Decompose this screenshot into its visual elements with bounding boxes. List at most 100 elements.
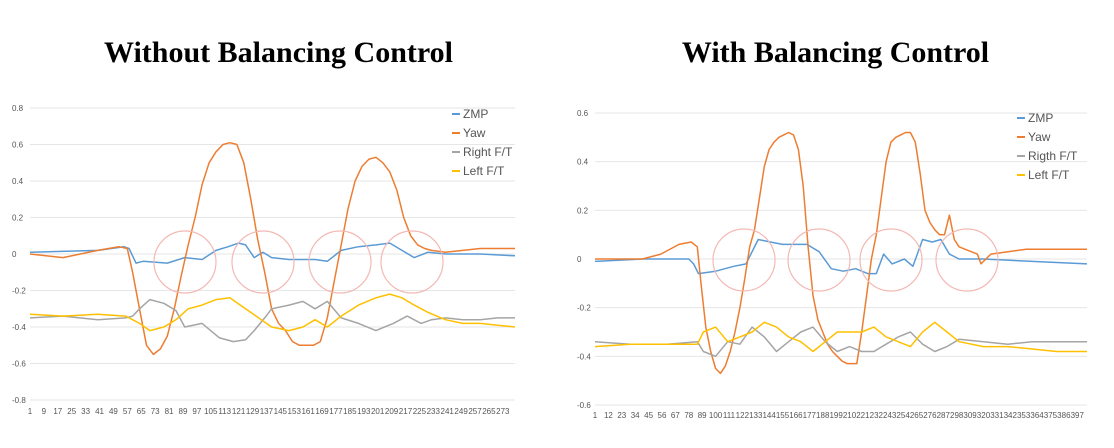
y-tick-label: -0.4 <box>577 352 591 361</box>
series-line-zmp <box>29 242 516 264</box>
x-tick-label: 1 <box>28 407 33 416</box>
x-tick-label: 67 <box>671 411 680 420</box>
highlight-circle <box>231 230 295 294</box>
y-tick-label: 0.2 <box>12 214 24 223</box>
y-tick-label: -0.8 <box>12 396 26 405</box>
x-tick-label: 257 <box>468 407 482 416</box>
chart-with-balancing: 0.60.40.20-0.2-0.4-0.61 12 23 34 45 56 67 78 89 1… <box>577 109 1088 420</box>
x-tick-label: 133 <box>749 411 763 420</box>
y-tick-label: 0.6 <box>12 141 24 150</box>
x-tick-label: 309 <box>963 411 977 420</box>
x-tick-label: 33 <box>81 407 90 416</box>
x-tick-label: 155 <box>776 411 790 420</box>
x-tick-label: 81 <box>165 407 174 416</box>
x-tick-label: 217 <box>399 407 413 416</box>
x-tick-label: 254 <box>896 411 910 420</box>
x-tick-label: 199 <box>829 411 843 420</box>
y-tick-label: 0.4 <box>577 158 589 167</box>
series-line-rigth-f-t <box>594 326 1087 358</box>
series-line-left-f-t <box>29 293 516 332</box>
x-tick-label: 97 <box>192 407 201 416</box>
x-tick-label: 89 <box>179 407 188 416</box>
x-tick-label: 161 <box>301 407 315 416</box>
x-tick-label: 243 <box>883 411 897 420</box>
x-tick-label: 17 <box>53 407 62 416</box>
x-tick-label: 276 <box>923 411 937 420</box>
x-tick-label: 25 <box>67 407 76 416</box>
legend-label: Left F/T <box>463 164 505 178</box>
y-tick-label: -0.2 <box>12 287 26 296</box>
x-tick-label: 386 <box>1057 411 1071 420</box>
highlight-circle <box>712 228 776 292</box>
legend-label: Rigth F/T <box>1028 149 1078 163</box>
x-tick-label: 166 <box>789 411 803 420</box>
x-tick-label: 320 <box>977 411 991 420</box>
x-tick-label: 177 <box>803 411 817 420</box>
x-tick-label: 241 <box>441 407 455 416</box>
chart-panel-left: Without Balancing Control 0.8 0.6 0.4 0.2 0 -… <box>12 36 516 416</box>
y-tick-label: -0.2 <box>577 304 591 313</box>
x-tick-label: 137 <box>260 407 274 416</box>
x-tick-label: 210 <box>843 411 857 420</box>
legend-label: Left F/T <box>1028 168 1070 182</box>
x-tick-label: 105 <box>204 407 218 416</box>
highlight-circle <box>153 230 217 294</box>
x-tick-label: 298 <box>950 411 964 420</box>
x-tick-label: 177 <box>329 407 343 416</box>
x-tick-label: 353 <box>1017 411 1031 420</box>
y-tick-label: 0.8 <box>12 104 24 113</box>
x-tick-label: 41 <box>95 407 104 416</box>
x-tick-label: 100 <box>709 411 723 420</box>
x-tick-label: 273 <box>496 407 510 416</box>
x-tick-label: 225 <box>413 407 427 416</box>
x-tick-label: 34 <box>631 411 640 420</box>
x-tick-label: 188 <box>816 411 830 420</box>
x-tick-label: 113 <box>218 407 231 416</box>
x-tick-label: 193 <box>357 407 371 416</box>
x-tick-label: 129 <box>246 407 260 416</box>
chart-title: With Balancing Control <box>681 36 990 69</box>
y-tick-label: 0.4 <box>12 177 24 186</box>
x-tick-label: 221 <box>856 411 870 420</box>
legend-label: Yaw <box>1028 130 1051 144</box>
y-tick-label: 0.6 <box>577 109 589 118</box>
x-tick-label: 78 <box>684 411 693 420</box>
x-tick-label: 9 <box>42 407 47 416</box>
highlight-circle <box>380 230 444 294</box>
x-tick-label: 265 <box>910 411 924 420</box>
x-tick-label: 201 <box>371 407 385 416</box>
legend-label: Yaw <box>463 126 486 140</box>
x-tick-label: 144 <box>762 411 776 420</box>
x-tick-label: 397 <box>1071 411 1085 420</box>
x-tick-label: 153 <box>288 407 302 416</box>
y-tick-label: -0.4 <box>12 323 26 332</box>
x-tick-label: 23 <box>617 411 626 420</box>
y-tick-label: -0.6 <box>12 360 26 369</box>
legend-label: ZMP <box>463 107 488 121</box>
highlight-circle <box>859 228 923 292</box>
series-line-left-f-t <box>594 321 1087 353</box>
chart-panel-right: With Balancing Control 0.6 0.4 0.2 0 -0.2 -0.… <box>557 0 1114 448</box>
x-tick-label: 185 <box>343 407 357 416</box>
highlight-circle <box>935 228 999 292</box>
x-tick-label: 89 <box>698 411 707 420</box>
y-tick-label: 0.2 <box>577 206 589 215</box>
x-tick-label: 111 <box>723 411 736 420</box>
highlight-circle <box>308 230 372 294</box>
x-tick-label: 287 <box>937 411 951 420</box>
x-tick-label: 209 <box>385 407 399 416</box>
x-tick-label: 265 <box>482 407 496 416</box>
x-tick-label: 49 <box>109 407 118 416</box>
x-tick-label: 65 <box>137 407 146 416</box>
y-tick-label: -0.6 <box>577 401 591 410</box>
x-tick-label: 375 <box>1044 411 1058 420</box>
x-tick-label: 45 <box>644 411 653 420</box>
series-line-zmp <box>594 238 1088 275</box>
chart-without-balancing: 0.8 0.6 0.4 0.2 0 -0.2 -0.4 -0.6 -0.81 9 17 25 33 41 4… <box>12 104 516 416</box>
x-tick-label: 342 <box>1004 411 1018 420</box>
x-tick-label: 1 <box>593 411 598 420</box>
x-tick-label: 331 <box>990 411 1004 420</box>
x-tick-label: 56 <box>658 411 667 420</box>
chart-title: Without Balancing Control <box>104 36 453 69</box>
highlight-circle <box>787 228 851 292</box>
